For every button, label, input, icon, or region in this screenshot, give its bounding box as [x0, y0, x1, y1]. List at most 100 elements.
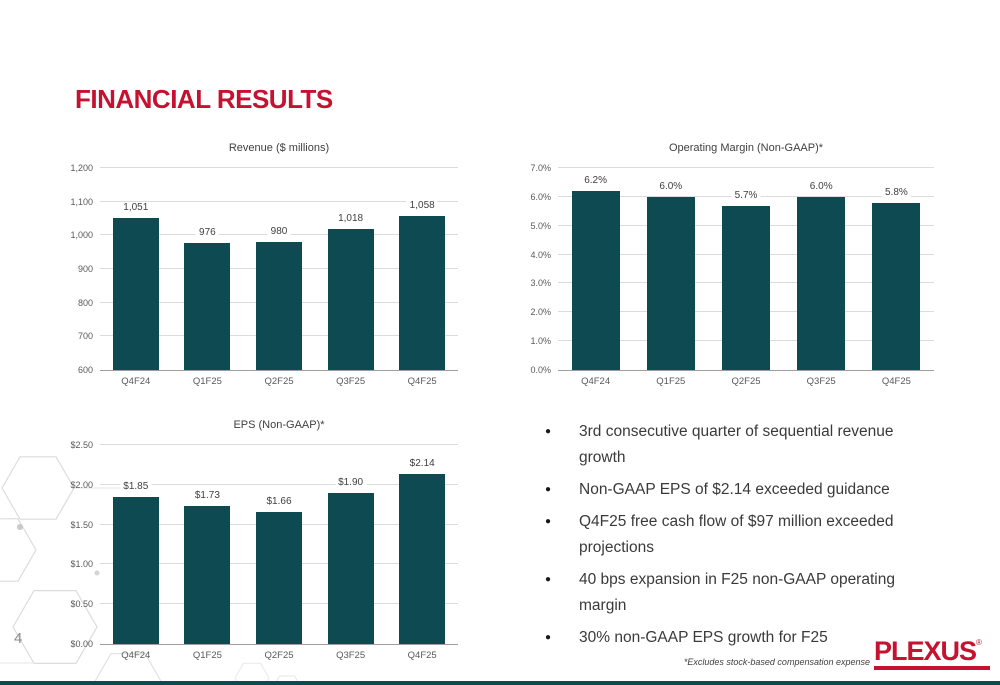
revenue-chart: Revenue ($ millions) 600 700 800 900 1,000 1,…	[40, 138, 462, 394]
logo-underline	[874, 666, 990, 670]
y-tick-label: $2.50	[70, 440, 93, 450]
list-item: ● 3rd consecutive quarter of sequential …	[545, 419, 937, 471]
y-tick-label: 1.0%	[530, 336, 551, 347]
bullet-icon: ●	[545, 484, 552, 495]
revenue-plot: 600 700 800 900 1,000 1,100 1,200 1,051 Q4F24 976…	[70, 163, 458, 387]
bar	[256, 511, 302, 644]
hexagon-decoration	[0, 456, 301, 685]
bar	[571, 191, 620, 370]
y-tick-label: 900	[77, 264, 93, 274]
page-number: 4	[14, 630, 23, 647]
registered-mark-icon: ®	[976, 638, 982, 647]
bar	[872, 202, 921, 370]
gridline	[100, 483, 458, 485]
y-tick-label: 0.0%	[530, 365, 551, 375]
bar-value-label: 980	[267, 226, 291, 238]
bar	[399, 473, 446, 644]
bar-value-label: $1.85	[120, 480, 152, 492]
list-item: ● 40 bps expansion in F25 non-GAAP opera…	[545, 567, 937, 619]
bar	[112, 496, 159, 644]
bar-value-label: $1.90	[335, 476, 367, 488]
bar	[184, 243, 231, 370]
eps-plot: $0.00 $0.50 $1.00 $1.50 $2.00 $2.50 $1.85 Q4F24…	[70, 440, 458, 661]
y-tick-label: 1,000	[70, 230, 93, 241]
operating-margin-chart-title: Operating Margin (Non-GAAP)*	[668, 142, 824, 154]
x-tick-label: Q4F24	[121, 650, 151, 661]
x-tick-label: Q4F25	[881, 376, 911, 387]
page-title: FINANCIAL RESULTS	[75, 84, 333, 114]
gridline	[100, 167, 458, 168]
bar	[327, 229, 374, 370]
y-tick-label: 6.0%	[530, 191, 551, 202]
operating-margin-chart: Operating Margin (Non-GAAP)* 0.0% 1.0% 2.0…	[498, 138, 938, 394]
revenue-chart-title: Revenue ($ millions)	[228, 142, 330, 154]
y-tick-label: 5.0%	[530, 220, 551, 231]
y-tick-label: 800	[77, 297, 93, 308]
x-tick-label: Q4F25	[407, 376, 437, 387]
bullet-icon: ●	[545, 632, 552, 643]
bullet-text: Q4F25 free cash flow of $97 million exce…	[579, 513, 894, 556]
gridline	[100, 200, 458, 202]
y-tick-label: 700	[77, 331, 93, 342]
bar-value-label: $2.14	[406, 457, 438, 469]
operating-margin-plot: 0.0% 1.0% 2.0% 3.0% 4.0% 5.0% 6.0% 7.0% 6.2% Q4F2…	[530, 163, 934, 387]
x-tick-label: Q1F25	[192, 650, 222, 661]
bar	[112, 218, 159, 370]
y-tick-label: 7.0%	[530, 163, 551, 173]
footnote: *Excludes stock-based compensation expen…	[683, 657, 870, 667]
bar	[797, 196, 846, 370]
eps-chart: EPS (Non-GAAP)* $0.00 $0.50 $1.00 $1.50 $2.0…	[40, 413, 462, 673]
gridline	[100, 444, 458, 445]
bar	[399, 215, 446, 370]
bar-value-label: 1,051	[120, 202, 152, 214]
y-tick-label: 1,100	[70, 196, 93, 207]
y-tick-label: $0.50	[70, 599, 93, 610]
bar-value-label: $1.73	[191, 490, 223, 502]
x-tick-label: Q4F24	[121, 376, 151, 387]
bar-value-label: 1,058	[406, 199, 438, 211]
bullet-text: 40 bps expansion in F25 non-GAAP operati…	[579, 571, 895, 614]
list-item: ● 30% non-GAAP EPS growth for F25	[545, 625, 937, 651]
highlights-list: ● 3rd consecutive quarter of sequential …	[545, 419, 937, 657]
gridline	[558, 167, 934, 168]
x-tick-label: Q1F25	[192, 376, 222, 387]
x-tick-label: Q1F25	[656, 376, 686, 387]
x-tick-label: Q2F25	[264, 376, 294, 387]
bar-value-label: 5.8%	[881, 186, 911, 198]
bar	[256, 242, 302, 370]
x-tick-label: Q4F24	[581, 376, 611, 387]
x-tick-label: Q3F25	[336, 650, 366, 661]
y-tick-label: $1.50	[70, 519, 93, 530]
bullet-icon: ●	[545, 574, 552, 585]
bar-value-label: 5.7%	[731, 189, 761, 201]
x-tick-label: Q2F25	[264, 650, 294, 661]
y-tick-label: 600	[77, 365, 93, 375]
bar	[721, 205, 771, 370]
bar-value-label: 6.0%	[806, 180, 836, 192]
bar-value-label: $1.66	[263, 495, 295, 507]
y-tick-label: $2.00	[70, 479, 93, 490]
bar-value-label: 6.2%	[581, 175, 610, 187]
list-item: ● Non-GAAP EPS of $2.14 exceeded guidanc…	[545, 477, 937, 503]
y-tick-label: 3.0%	[530, 278, 551, 289]
y-tick-label: 4.0%	[530, 249, 551, 260]
plexus-wordmark: PLEXUS	[874, 636, 977, 666]
x-tick-label: Q4F25	[407, 650, 437, 661]
plexus-logo: PLEXUS®	[874, 638, 990, 670]
bar-value-label: 976	[196, 227, 219, 239]
bar	[184, 506, 231, 644]
x-tick-label: Q3F25	[336, 376, 366, 387]
bullet-icon: ●	[545, 516, 552, 527]
eps-chart-title: EPS (Non-GAAP)*	[233, 419, 325, 431]
x-tick-label: Q3F25	[806, 376, 836, 387]
y-tick-label: 2.0%	[530, 307, 551, 318]
bar	[646, 196, 695, 370]
bullet-text: Non-GAAP EPS of $2.14 exceeded guidance	[579, 481, 890, 498]
bullet-text: 3rd consecutive quarter of sequential re…	[579, 423, 894, 466]
bullet-icon: ●	[545, 426, 552, 437]
y-tick-label: $1.00	[70, 559, 93, 570]
bar-value-label: 6.0%	[656, 180, 686, 192]
bar-value-label: 1,018	[335, 213, 367, 225]
bullet-text: 30% non-GAAP EPS growth for F25	[579, 629, 828, 646]
